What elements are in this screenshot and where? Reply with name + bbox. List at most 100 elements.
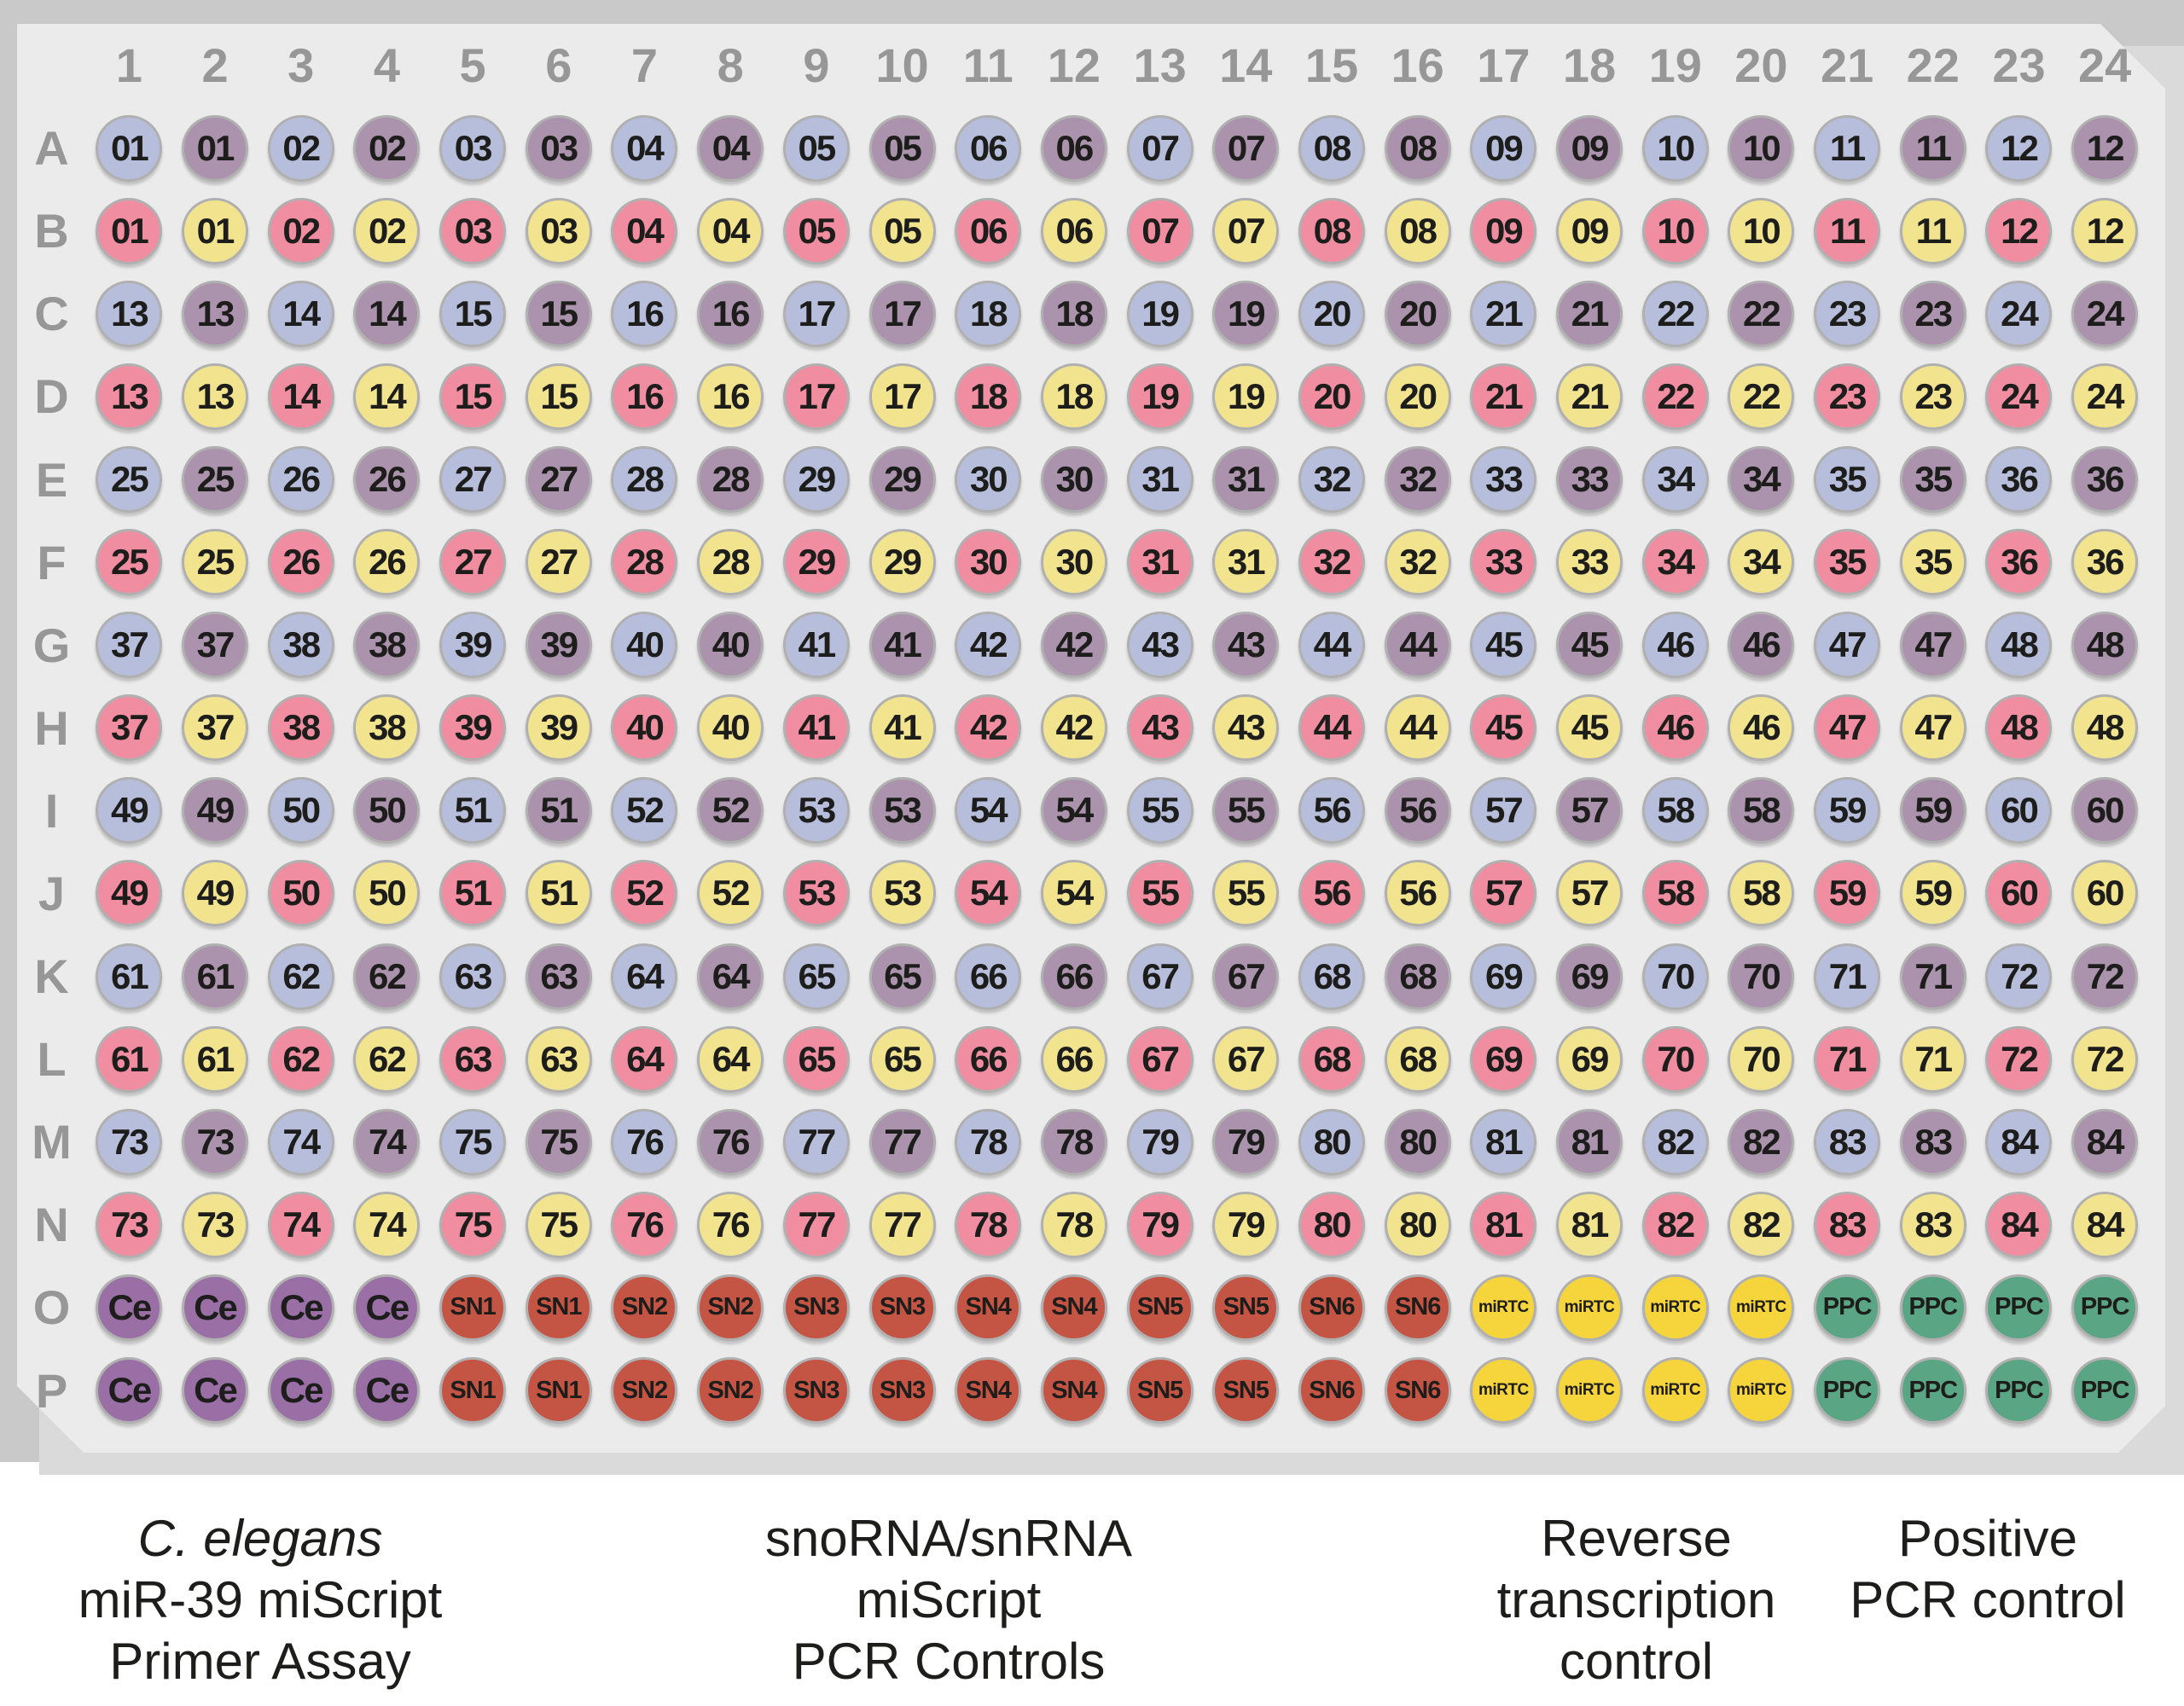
well-cell-B20: 10 [1718, 189, 1804, 272]
well-cell-M19: 82 [1632, 1100, 1718, 1183]
well-F11: 30 [955, 529, 1022, 596]
column-header-7: 7 [630, 38, 659, 93]
well-label: 40 [626, 624, 665, 665]
well-cell-N9: 77 [774, 1183, 860, 1266]
well-label: 41 [798, 624, 836, 665]
well-label: SN5 [1136, 1293, 1183, 1321]
well-cell-G9: 41 [774, 604, 860, 687]
well-D24: 24 [2071, 363, 2139, 430]
well-L20: 70 [1728, 1025, 1795, 1093]
well-label: SN5 [1223, 1293, 1269, 1321]
well-cell-P15: SN6 [1289, 1349, 1375, 1432]
well-label: SN5 [1223, 1376, 1269, 1404]
well-cell-N14: 79 [1203, 1183, 1289, 1266]
well-I9: 53 [782, 777, 850, 844]
well-cell-P6: SN1 [515, 1349, 601, 1432]
well-cell-B11: 06 [945, 189, 1031, 272]
well-cell-P1: Ce [86, 1349, 172, 1432]
well-label: 22 [1743, 293, 1781, 334]
well-label: 44 [1399, 707, 1438, 748]
column-header-17: 17 [1477, 38, 1531, 93]
well-K12: 66 [1040, 943, 1107, 1010]
well-cell-K2: 61 [172, 935, 258, 1018]
well-cell-J4: 50 [344, 852, 430, 935]
well-cell-O11: SN4 [945, 1266, 1031, 1349]
well-G14: 43 [1212, 612, 1280, 679]
well-cell-D5: 15 [430, 355, 516, 438]
well-cell-K8: 64 [688, 935, 774, 1018]
well-label: 41 [798, 707, 836, 748]
well-label: 49 [110, 790, 149, 831]
well-cell-O12: SN4 [1031, 1266, 1118, 1349]
well-G8: 40 [697, 612, 764, 679]
well-cell-F12: 30 [1031, 521, 1118, 604]
well-B19: 10 [1641, 197, 1709, 264]
well-K10: 65 [868, 943, 936, 1010]
well-label: 03 [540, 210, 578, 251]
well-label: 52 [626, 790, 665, 831]
well-label: SN1 [450, 1293, 496, 1321]
well-label: 34 [1743, 542, 1781, 583]
well-label: 76 [712, 1204, 751, 1245]
well-cell-H22: 47 [1890, 687, 1976, 769]
well-label: 60 [2001, 873, 2039, 914]
well-label: 12 [2086, 210, 2125, 251]
well-J3: 50 [267, 860, 334, 927]
well-label: 29 [884, 542, 922, 583]
well-D9: 17 [782, 363, 850, 430]
well-label: 39 [540, 624, 578, 665]
well-label: 71 [1914, 955, 1953, 996]
well-I4: 50 [353, 777, 421, 844]
well-cell-B23: 12 [1976, 189, 2062, 272]
well-O20: miRTC [1728, 1274, 1795, 1341]
well-K24: 72 [2071, 943, 2139, 1010]
well-O3: Ce [267, 1274, 334, 1341]
well-A16: 08 [1384, 114, 1451, 182]
well-cell-P9: SN3 [774, 1349, 860, 1432]
well-cell-I3: 50 [258, 769, 344, 852]
well-label: 56 [1399, 873, 1438, 914]
well-cell-N8: 76 [688, 1183, 774, 1266]
well-cell-B10: 05 [859, 189, 945, 272]
well-label: 42 [969, 624, 1008, 665]
well-label: 69 [1484, 955, 1524, 996]
well-F9: 29 [782, 529, 850, 596]
well-label: 58 [1743, 873, 1781, 914]
well-label: 66 [969, 1038, 1008, 1079]
well-P10: SN3 [868, 1357, 936, 1425]
well-label: 04 [712, 127, 751, 168]
well-cell-P8: SN2 [688, 1349, 774, 1432]
well-O2: Ce [182, 1274, 249, 1341]
well-O9: SN3 [782, 1274, 850, 1341]
well-G18: 45 [1556, 612, 1623, 679]
well-D11: 18 [955, 363, 1022, 430]
well-cell-P22: PPC [1890, 1349, 1976, 1432]
well-L8: 64 [697, 1025, 764, 1093]
well-label: 75 [454, 1204, 493, 1245]
well-K17: 69 [1470, 943, 1537, 1010]
well-cell-K10: 65 [859, 935, 945, 1018]
well-label: 48 [2086, 707, 2125, 748]
well-cell-K16: 68 [1374, 935, 1461, 1018]
well-label: 71 [1914, 1038, 1953, 1079]
well-cell-I1: 49 [86, 769, 172, 852]
well-cell-D4: 14 [344, 355, 430, 438]
well-cell-F19: 34 [1632, 521, 1718, 604]
well-label: 79 [1141, 1121, 1180, 1162]
well-label: 11 [1915, 127, 1952, 168]
well-cell-H13: 43 [1117, 687, 1203, 769]
well-cell-P5: SN1 [430, 1349, 516, 1432]
well-label: 61 [196, 1038, 235, 1079]
well-label: 01 [110, 210, 149, 251]
well-D8: 16 [697, 363, 764, 430]
well-cell-O9: SN3 [774, 1266, 860, 1349]
well-cell-N12: 78 [1031, 1183, 1118, 1266]
well-cell-L9: 65 [774, 1018, 860, 1100]
well-cell-J24: 60 [2062, 852, 2148, 935]
well-label: 50 [369, 790, 407, 831]
well-cell-D1: 13 [86, 355, 172, 438]
well-cell-H21: 47 [1804, 687, 1891, 769]
well-cell-E13: 31 [1117, 438, 1203, 520]
well-K6: 63 [525, 943, 592, 1010]
well-cell-H24: 48 [2062, 687, 2148, 769]
